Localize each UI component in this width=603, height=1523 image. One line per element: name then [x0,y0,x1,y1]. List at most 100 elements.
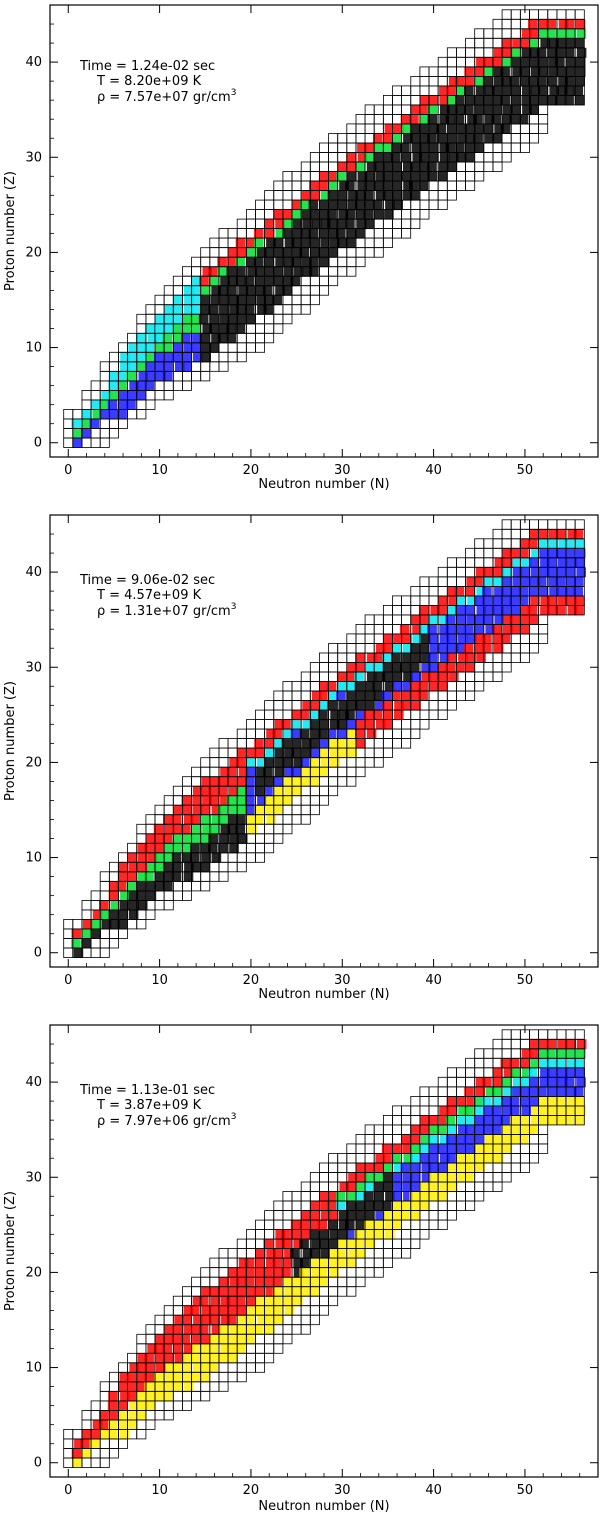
abundance-cell [320,1201,330,1211]
abundance-cell [108,890,119,901]
abundance-cell [364,143,375,153]
nuclide-cell [309,1295,320,1307]
abundance-cell [509,548,520,559]
nuclide-cell [273,823,284,835]
abundance-cell [575,557,586,568]
abundance-cell [418,181,429,191]
nuclide-cell [346,247,357,258]
nuclide-cell [520,133,530,144]
abundance-cell [447,653,457,663]
nuclide-cell [209,1276,220,1288]
abundance-cell [393,633,403,644]
abundance-cell [184,862,194,873]
abundance-cell [430,605,440,616]
nuclide-cell [328,1276,339,1288]
abundance-cell [145,361,155,372]
abundance-cell [339,1182,350,1192]
nuclide-cell [419,595,430,606]
abundance-cell [275,285,285,296]
abundance-cell [491,1124,502,1135]
abundance-cell [410,123,421,134]
abundance-cell [237,748,247,759]
nuclide-cell [410,199,421,211]
abundance-cell [129,380,139,391]
abundance-cell [274,1315,284,1326]
chart-panel-1: 0 10 20 30 40 50 0 10 20 30 40 Neutron number (N) … [0,0,603,500]
nuclide-cell [81,1457,92,1468]
abundance-cell [291,200,302,211]
nuclide-cell [300,1191,311,1202]
abundance-cell [465,1124,476,1135]
abundance-cell [337,238,347,249]
nuclide-cell [492,1162,503,1173]
abundance-cell [511,586,522,597]
abundance-cell [464,76,474,87]
nuclide-cell [437,1096,448,1107]
nuclide-cell [109,361,119,372]
nuclide-cell [172,275,183,287]
abundance-cell [273,209,284,220]
abundance-cell [202,824,212,835]
abundance-cell [118,399,129,410]
abundance-cell [290,1277,301,1288]
nuclide-cell [154,304,165,315]
nuclide-cell [282,1210,293,1221]
abundance-cell [110,371,120,382]
abundance-cell [182,1372,193,1383]
abundance-cell [330,738,340,749]
nuclide-cell [337,766,348,778]
nuclide-cell [63,408,74,420]
nuclide-cell [90,389,101,401]
abundance-cell [191,1372,202,1383]
abundance-cell [448,76,459,87]
abundance-cell [144,871,154,882]
nuclide-cell [99,1448,110,1459]
abundance-cell [118,1410,129,1421]
abundance-cell [282,285,293,296]
abundance-cell [381,691,392,701]
nuclide-cell [501,1048,512,1059]
abundance-cell [266,729,276,740]
abundance-cell [374,662,385,673]
nuclide-cell [255,1343,266,1354]
abundance-cell [254,738,264,749]
abundance-cell [328,1239,338,1250]
abundance-cell [236,314,247,325]
nuclide-cell [118,1438,129,1449]
nuclide-cell [465,1067,476,1078]
nuclide-cell [300,814,311,825]
abundance-cell [210,1305,220,1316]
x-tick-label: 0 [64,1483,72,1498]
abundance-cell [539,1077,550,1088]
abundance-cell [345,219,355,230]
nuclide-cell [346,757,357,768]
abundance-cell [364,681,374,692]
abundance-cell [429,1124,439,1135]
abundance-cell [264,1296,274,1307]
abundance-cell [557,1067,568,1078]
abundance-cell [192,1324,203,1335]
abundance-cell [455,1172,465,1183]
nuclide-cell [565,9,576,20]
abundance-cell [301,190,312,201]
abundance-cell [328,1191,338,1202]
nuclide-cell [346,1162,357,1173]
abundance-cell [136,361,147,372]
abundance-cell [482,586,492,597]
abundance-cell [301,710,311,721]
y-axis-label: Proton number (Z) [3,1191,18,1311]
abundance-cell [92,909,103,920]
x-tick-label: 20 [243,1483,260,1498]
abundance-cell [383,1182,393,1192]
nuclide-cell [300,161,311,172]
nuclide-cell [255,342,266,353]
abundance-cell [549,38,559,49]
abundance-cell [283,757,294,768]
abundance-cell [274,247,284,258]
abundance-cell [301,776,312,787]
x-tick-label: 30 [334,463,351,478]
abundance-cell [354,681,365,692]
abundance-cell [136,881,146,892]
abundance-cell [108,1429,118,1440]
abundance-cell [246,295,256,306]
